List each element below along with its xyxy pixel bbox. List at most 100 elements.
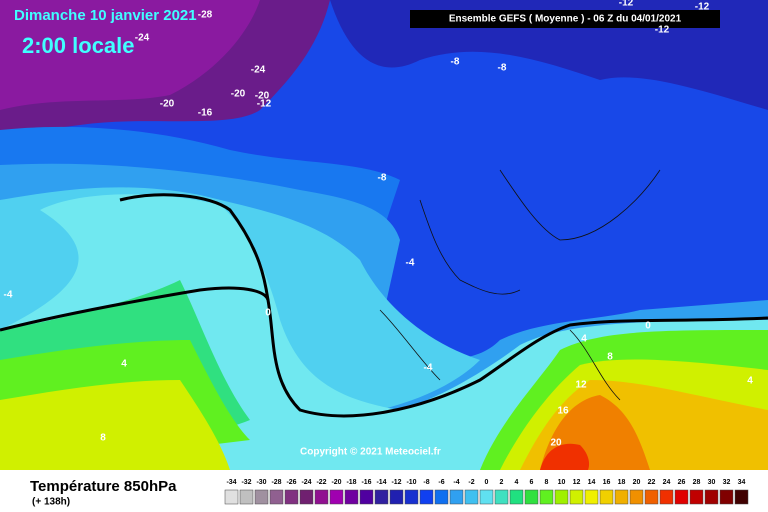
legend-swatch: [659, 489, 674, 505]
legend-label: -14: [376, 479, 386, 486]
legend-swatch: [404, 489, 419, 505]
legend-swatch: [314, 489, 329, 505]
legend-label: -18: [346, 479, 356, 486]
lead-time: (+ 138h): [32, 497, 70, 508]
contour-label: -20: [255, 91, 270, 102]
legend-swatch: [509, 489, 524, 505]
legend-label: -30: [256, 479, 266, 486]
contour-label: -20: [160, 99, 175, 110]
contour-label: 0: [645, 321, 651, 332]
legend-swatch: [374, 489, 389, 505]
legend-label: -34: [226, 479, 236, 486]
legend-label: -24: [301, 479, 311, 486]
legend-swatch: [434, 489, 449, 505]
legend-label: -2: [468, 479, 474, 486]
legend-swatch: [464, 489, 479, 505]
legend-label: 6: [530, 479, 534, 486]
contour-label: 8: [607, 352, 613, 363]
legend-swatch: [719, 489, 734, 505]
legend-swatch: [224, 489, 239, 505]
legend-label: 22: [648, 479, 656, 486]
legend-swatch: [644, 489, 659, 505]
contour-label: 4: [581, 334, 587, 345]
legend-swatch: [629, 489, 644, 505]
contour-label: -12: [695, 2, 710, 13]
time: 2:00 locale: [22, 33, 135, 58]
footer-title: Température 850hPa: [30, 478, 177, 495]
legend-swatch: [554, 489, 569, 505]
legend-swatch: [299, 489, 314, 505]
legend-label: -12: [391, 479, 401, 486]
contour-labels: -28-24-24-20 -20-20 -12-16-12 -12-12-8-8-8-…: [4, 0, 754, 449]
contour-label: 0: [265, 308, 271, 319]
legend-swatch: [254, 489, 269, 505]
zero-contour: [0, 286, 768, 418]
field-plus10: [0, 380, 230, 470]
contour-label: 12: [575, 380, 587, 391]
contour-label: -8: [378, 173, 387, 184]
legend-swatch: [269, 489, 284, 505]
legend-swatch: [389, 489, 404, 505]
legend-swatch: [479, 489, 494, 505]
contour-label: 8: [100, 433, 106, 444]
run-box: [410, 10, 720, 28]
legend-swatch: [494, 489, 509, 505]
legend-label: -4: [453, 479, 459, 486]
legend-label: -20: [331, 479, 341, 486]
legend-swatch: [584, 489, 599, 505]
legend-label: -22: [316, 479, 326, 486]
contour-label: -12: [257, 99, 272, 110]
contour-label: 16: [557, 406, 569, 417]
legend-label: -16: [361, 479, 371, 486]
legend-swatch: [674, 489, 689, 505]
legend-swatch: [689, 489, 704, 505]
legend-swatch: [449, 489, 464, 505]
field-se-24: [540, 443, 590, 470]
contour-label: -16: [198, 108, 213, 119]
legend-swatch: [359, 489, 374, 505]
legend-label: 16: [603, 479, 611, 486]
legend-label: 20: [633, 479, 641, 486]
legend-swatch: [419, 489, 434, 505]
legend-label: 8: [545, 479, 549, 486]
contour-label: -20: [231, 89, 246, 100]
legend-swatch: [284, 489, 299, 505]
legend-label: -32: [241, 479, 251, 486]
legend-swatch: [524, 489, 539, 505]
legend-label: 14: [588, 479, 596, 486]
contour-label: -4: [406, 258, 415, 269]
field-greenland-core: [0, 0, 260, 110]
contour-label: 4: [747, 376, 753, 387]
legend-label: 0: [485, 479, 489, 486]
contour-label: 20: [550, 438, 562, 449]
copyright: Copyright © 2021 Meteociel.fr: [300, 447, 441, 458]
legend-swatch: [329, 489, 344, 505]
legend-swatch: [614, 489, 629, 505]
contour-label: -8: [451, 57, 460, 68]
contour-label: -8: [498, 63, 507, 74]
contour-label: -24: [251, 65, 266, 76]
zero-contour-north: [119, 193, 270, 301]
legend-swatch: [599, 489, 614, 505]
legend-swatch: [539, 489, 554, 505]
legend-label: -28: [271, 479, 281, 486]
legend-swatch: [569, 489, 584, 505]
contour-label: -4: [4, 290, 13, 301]
legend-label: 10: [558, 479, 566, 486]
contour-label: -28: [198, 10, 213, 21]
legend-label: -6: [438, 479, 444, 486]
coastline: [379, 169, 661, 401]
contour-label: -12: [655, 25, 670, 36]
legend-label: 18: [618, 479, 626, 486]
legend-label: 4: [515, 479, 519, 486]
legend-label: 2: [500, 479, 504, 486]
legend-label: 32: [723, 479, 731, 486]
legend: -34 -32 -30 -28 -26 -24 -22 -20 -18 -16 -14 -12 -10-…: [224, 479, 749, 505]
legend-swatch: [344, 489, 359, 505]
contour-label: -4: [424, 363, 433, 374]
legend-label: -8: [423, 479, 429, 486]
contour-label: 4: [121, 359, 127, 370]
contour-label: -24: [135, 33, 150, 44]
contour-label: -12: [619, 0, 634, 9]
